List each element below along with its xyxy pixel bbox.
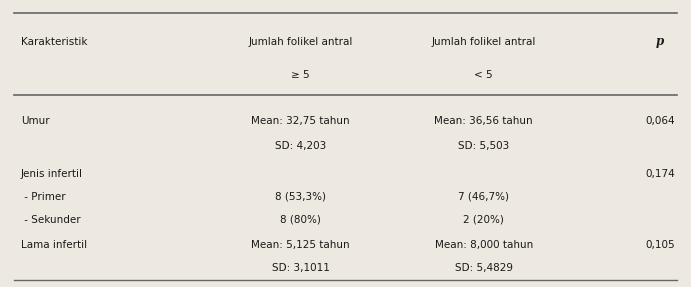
Text: - Primer: - Primer xyxy=(21,192,66,201)
Text: SD: 5,4829: SD: 5,4829 xyxy=(455,263,513,273)
Text: p: p xyxy=(656,35,664,48)
Text: Mean: 36,56 tahun: Mean: 36,56 tahun xyxy=(435,116,533,125)
Text: Umur: Umur xyxy=(21,116,49,125)
Text: 8 (53,3%): 8 (53,3%) xyxy=(275,192,326,201)
Text: Mean: 5,125 tahun: Mean: 5,125 tahun xyxy=(252,241,350,250)
Text: ≥ 5: ≥ 5 xyxy=(292,70,310,79)
Text: 7 (46,7%): 7 (46,7%) xyxy=(458,192,509,201)
Text: - Sekunder: - Sekunder xyxy=(21,215,80,224)
Text: < 5: < 5 xyxy=(475,70,493,79)
Text: Lama infertil: Lama infertil xyxy=(21,241,87,250)
Text: Jumlah folikel antral: Jumlah folikel antral xyxy=(248,37,353,46)
Text: Mean: 8,000 tahun: Mean: 8,000 tahun xyxy=(435,241,533,250)
Text: SD: 3,1011: SD: 3,1011 xyxy=(272,263,330,273)
Text: 0,105: 0,105 xyxy=(645,241,674,250)
Text: 0,064: 0,064 xyxy=(645,116,674,125)
Text: 0,174: 0,174 xyxy=(645,169,675,179)
Text: SD: 5,503: SD: 5,503 xyxy=(458,141,509,151)
Text: Jenis infertil: Jenis infertil xyxy=(21,169,83,179)
Text: Jumlah folikel antral: Jumlah folikel antral xyxy=(431,37,536,46)
Text: SD: 4,203: SD: 4,203 xyxy=(275,141,326,151)
Text: 2 (20%): 2 (20%) xyxy=(463,215,504,224)
Text: Karakteristik: Karakteristik xyxy=(21,37,87,46)
Text: 8 (80%): 8 (80%) xyxy=(280,215,321,224)
Text: Mean: 32,75 tahun: Mean: 32,75 tahun xyxy=(252,116,350,125)
